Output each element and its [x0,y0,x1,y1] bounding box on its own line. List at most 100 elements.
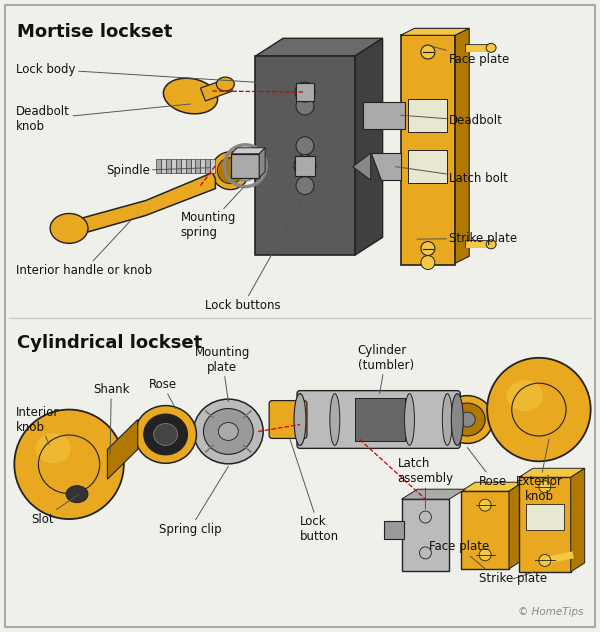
Text: © HomeTips: © HomeTips [518,607,584,617]
Text: Cylindrical lockset: Cylindrical lockset [17,334,203,352]
Text: Shank: Shank [93,383,130,454]
FancyBboxPatch shape [355,398,404,441]
FancyBboxPatch shape [363,102,404,128]
Ellipse shape [144,414,188,455]
Ellipse shape [295,394,305,446]
FancyBboxPatch shape [415,41,453,259]
Ellipse shape [163,78,218,114]
Text: Mounting
spring: Mounting spring [181,188,243,240]
Polygon shape [509,482,523,569]
FancyBboxPatch shape [401,499,449,571]
FancyBboxPatch shape [232,154,259,178]
Text: Mortise lockset: Mortise lockset [17,23,173,41]
FancyBboxPatch shape [255,56,355,255]
Ellipse shape [296,97,314,115]
Ellipse shape [14,410,124,519]
Ellipse shape [449,403,485,436]
Text: Deadbolt
knob: Deadbolt knob [16,104,191,133]
Ellipse shape [539,554,551,566]
Ellipse shape [295,82,315,102]
Ellipse shape [486,44,496,52]
Ellipse shape [539,481,551,493]
Text: Cylinder
(tumbler): Cylinder (tumbler) [358,344,414,394]
Ellipse shape [459,412,475,427]
Ellipse shape [50,214,88,243]
Text: Face plate: Face plate [428,46,509,66]
Text: Lock buttons: Lock buttons [205,195,305,312]
FancyBboxPatch shape [176,159,181,173]
Text: Mounting
plate: Mounting plate [194,346,250,401]
FancyBboxPatch shape [200,159,205,173]
Text: Deadbolt: Deadbolt [401,114,503,128]
Ellipse shape [66,486,88,502]
FancyBboxPatch shape [297,391,460,448]
Polygon shape [355,39,383,255]
Ellipse shape [217,77,235,91]
FancyBboxPatch shape [155,159,161,173]
Ellipse shape [154,423,178,446]
Ellipse shape [211,152,249,190]
Ellipse shape [419,511,431,523]
Ellipse shape [442,396,493,444]
Ellipse shape [451,394,463,446]
Text: Interior
knob: Interior knob [16,406,59,444]
Polygon shape [571,468,584,572]
Text: Strike plate: Strike plate [479,572,547,585]
Ellipse shape [296,177,314,195]
FancyBboxPatch shape [383,521,404,538]
FancyBboxPatch shape [181,159,185,173]
Text: Spindle: Spindle [106,164,211,177]
Ellipse shape [296,137,314,155]
Polygon shape [371,153,401,180]
FancyBboxPatch shape [295,155,315,176]
FancyBboxPatch shape [205,159,211,173]
Polygon shape [455,28,469,264]
Ellipse shape [479,549,491,561]
Text: Rose: Rose [149,378,177,408]
Polygon shape [255,39,383,56]
Ellipse shape [230,151,260,181]
FancyBboxPatch shape [461,491,509,569]
Text: Strike plate: Strike plate [417,232,517,245]
Ellipse shape [217,158,243,184]
Text: Exterior
knob: Exterior knob [515,439,562,503]
FancyBboxPatch shape [409,150,448,183]
FancyBboxPatch shape [401,35,455,265]
FancyBboxPatch shape [269,401,307,439]
Polygon shape [461,482,523,491]
FancyBboxPatch shape [409,99,448,131]
FancyBboxPatch shape [519,477,571,572]
Polygon shape [519,468,584,477]
Text: Lock body: Lock body [16,63,285,84]
Polygon shape [259,148,265,178]
FancyBboxPatch shape [526,504,564,530]
Polygon shape [353,153,371,180]
FancyBboxPatch shape [185,159,191,173]
Text: Interior handle or knob: Interior handle or knob [16,221,152,277]
Text: Face plate: Face plate [430,540,490,569]
FancyBboxPatch shape [211,159,215,173]
Ellipse shape [135,406,196,463]
Ellipse shape [218,423,238,441]
Polygon shape [107,420,138,479]
Ellipse shape [330,394,340,446]
FancyBboxPatch shape [196,159,200,173]
Polygon shape [401,489,465,499]
Text: Spring clip: Spring clip [158,466,229,535]
Ellipse shape [421,241,435,255]
Text: Rose: Rose [467,447,507,488]
Ellipse shape [442,394,452,446]
Ellipse shape [294,155,316,177]
Ellipse shape [421,45,435,59]
Ellipse shape [419,547,431,559]
Polygon shape [66,173,215,235]
Ellipse shape [421,255,435,269]
Ellipse shape [479,499,491,511]
Ellipse shape [35,434,71,463]
Ellipse shape [486,240,496,249]
FancyBboxPatch shape [296,83,314,101]
FancyBboxPatch shape [355,398,404,441]
FancyBboxPatch shape [170,159,176,173]
Text: Slot: Slot [31,494,79,526]
Ellipse shape [203,408,253,454]
